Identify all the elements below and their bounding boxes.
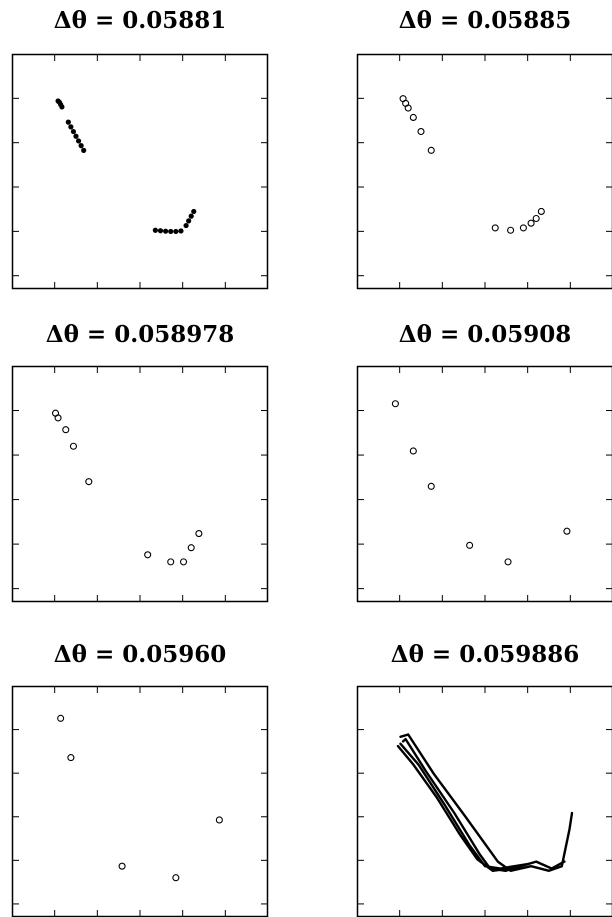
data-point <box>466 541 474 549</box>
data-point <box>75 138 82 144</box>
data-point <box>188 213 194 219</box>
plot-frame <box>356 685 612 917</box>
data-point <box>491 224 499 232</box>
plot-panel-1 <box>11 53 269 290</box>
plot-frame <box>11 685 269 917</box>
data-point <box>163 228 169 234</box>
data-point <box>152 227 158 233</box>
data-point <box>409 113 417 122</box>
plot-panel-3 <box>11 365 269 603</box>
data-point <box>504 558 512 566</box>
data-point <box>168 228 174 235</box>
trajectory-line-4 <box>396 744 512 872</box>
plot-panel-5 <box>11 685 269 917</box>
data-point <box>73 133 79 139</box>
data-point <box>507 226 515 234</box>
data-point <box>215 816 223 824</box>
data-point <box>144 551 152 559</box>
plot-frame <box>356 53 612 290</box>
data-point <box>179 558 188 566</box>
plot-panel-4 <box>356 365 612 603</box>
data-point <box>191 208 197 215</box>
panel-title-4: Δθ = 0.05908 <box>398 321 572 348</box>
data-point <box>519 224 527 232</box>
plot-panel-2 <box>356 53 612 290</box>
data-point <box>427 146 435 154</box>
data-point <box>57 714 65 722</box>
data-point <box>157 228 164 234</box>
data-point <box>537 207 545 215</box>
data-point <box>59 104 65 110</box>
trajectory-line-2 <box>401 737 566 872</box>
data-point <box>532 214 540 223</box>
data-point <box>65 119 71 125</box>
data-point <box>68 124 74 130</box>
data-point <box>54 414 62 422</box>
data-point <box>62 426 70 434</box>
data-point <box>186 218 192 224</box>
plot-panel-6 <box>356 685 612 917</box>
trajectory-line-3 <box>399 742 530 870</box>
data-point <box>167 558 175 566</box>
data-point <box>172 874 180 882</box>
data-point <box>67 754 75 762</box>
data-point <box>85 478 93 486</box>
data-point <box>178 228 184 234</box>
data-point <box>78 143 84 149</box>
plot-frame <box>11 53 269 290</box>
data-point <box>69 442 77 450</box>
data-point <box>527 219 535 227</box>
data-point <box>173 228 179 235</box>
data-point <box>81 147 87 153</box>
data-point <box>70 128 77 135</box>
data-point <box>187 544 195 552</box>
data-point <box>183 222 189 229</box>
panel-title-5: Δθ = 0.05960 <box>53 641 227 668</box>
data-point <box>195 530 203 538</box>
data-point <box>391 400 399 408</box>
panel-title-2: Δθ = 0.05885 <box>398 7 572 34</box>
plot-frame <box>11 365 269 603</box>
panel-title-1: Δθ = 0.05881 <box>53 7 227 34</box>
data-point <box>427 482 435 490</box>
data-point <box>404 104 412 112</box>
data-point <box>118 862 126 870</box>
data-point <box>409 447 417 455</box>
data-point <box>417 128 425 136</box>
data-point <box>563 527 571 535</box>
panel-title-6: Δθ = 0.059886 <box>390 641 580 668</box>
trajectory-line-1 <box>399 733 574 872</box>
plot-frame <box>356 365 612 603</box>
panel-title-3: Δθ = 0.058978 <box>45 321 235 348</box>
